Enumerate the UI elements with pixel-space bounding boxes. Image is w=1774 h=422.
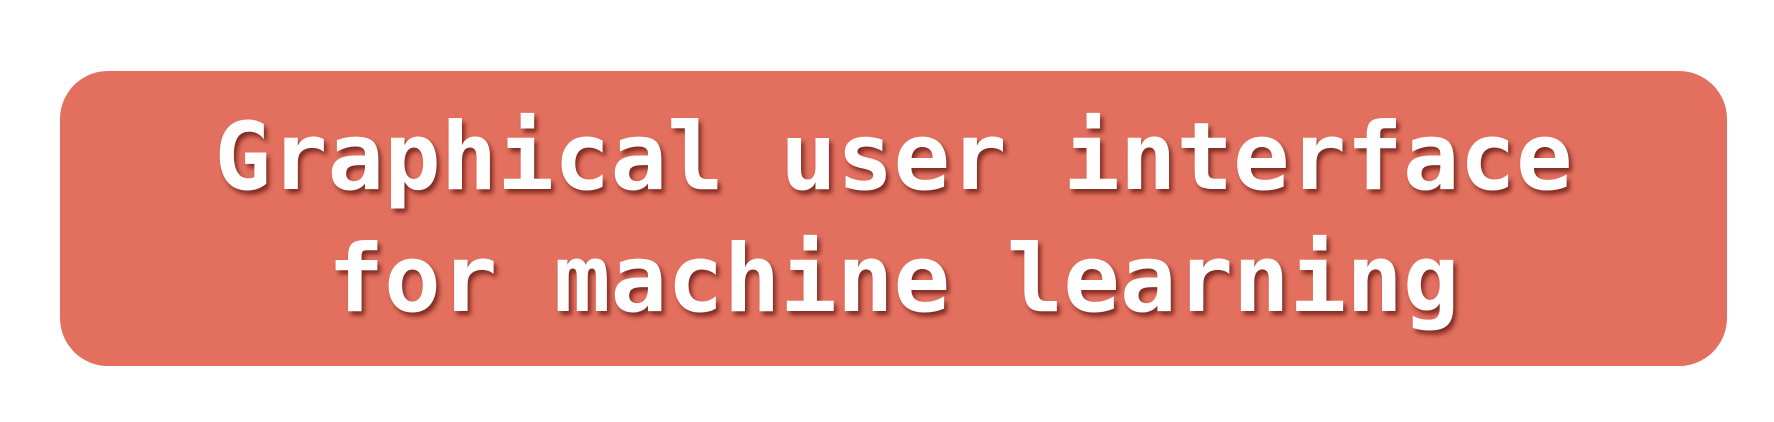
title-banner: Graphical user interface for machine lea…: [60, 71, 1727, 366]
title-line-2: for machine learning: [327, 224, 1460, 334]
title-line-1: Graphical user interface: [214, 102, 1573, 212]
